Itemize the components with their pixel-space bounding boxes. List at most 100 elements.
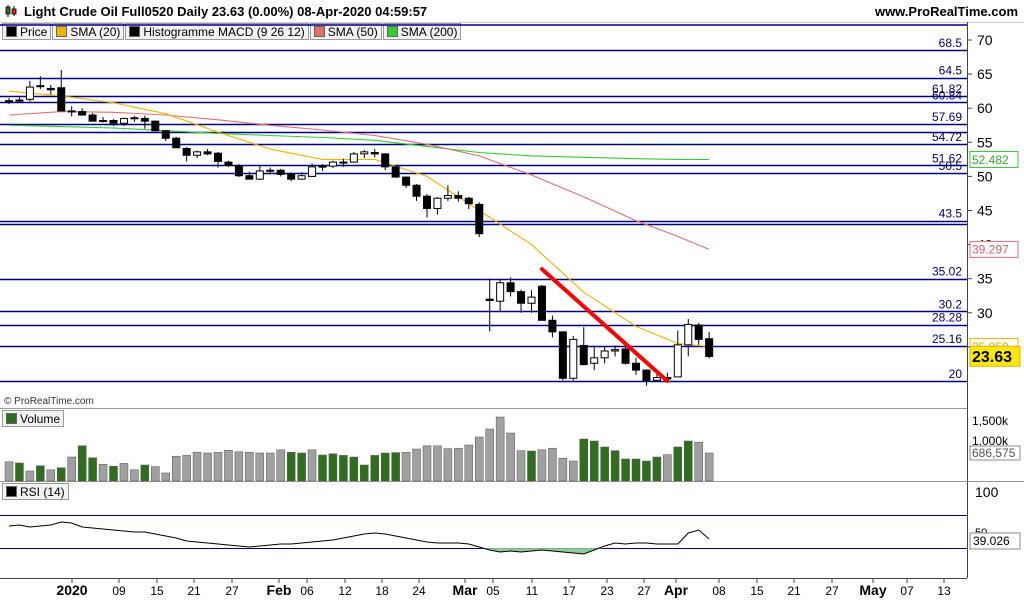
sma200-value-box <box>969 150 1019 168</box>
candle-body <box>161 130 170 139</box>
level-label: 20 <box>949 367 963 381</box>
candle-body <box>287 173 296 180</box>
candle-body <box>694 324 703 340</box>
candle-body <box>182 147 191 156</box>
volume-bar <box>109 465 118 482</box>
candle-body <box>266 169 275 172</box>
volume-bar <box>475 436 484 482</box>
legend-label: Price <box>20 24 48 39</box>
candle-body <box>569 338 578 379</box>
candle-body <box>276 169 285 175</box>
candle-body <box>224 161 233 166</box>
volume-bar <box>349 456 359 482</box>
candle-body <box>381 153 390 168</box>
sma200-value: 52.482 <box>972 153 1009 167</box>
rsi-line <box>8 521 710 555</box>
site-link[interactable]: www.ProRealTime.com <box>874 4 1018 19</box>
red-trendline <box>539 267 670 383</box>
volume-bar <box>495 416 505 482</box>
trendline[interactable] <box>539 267 670 383</box>
volume-bar <box>171 455 181 482</box>
volume-bar <box>328 453 338 482</box>
rsi-swatch-icon <box>6 486 17 497</box>
legend-item-sma50[interactable]: SMA (50) <box>309 23 382 40</box>
level-label: 35.02 <box>932 265 962 279</box>
sma50-line <box>8 111 710 250</box>
sma-lines <box>8 90 710 348</box>
volume-bar <box>15 462 24 482</box>
volume-bar <box>370 455 379 482</box>
volume-bar <box>276 449 285 482</box>
volume-panel-label[interactable]: Volume <box>2 410 65 427</box>
time-tick-label: 08 <box>712 584 726 598</box>
candle-body <box>78 111 87 116</box>
candle-body <box>308 166 317 177</box>
candle-body <box>611 349 620 352</box>
volume-bar <box>422 445 432 482</box>
rsi-tick-label: 100 <box>975 484 999 500</box>
level-label: 25.16 <box>932 332 962 346</box>
time-tick-label: 12 <box>338 584 352 598</box>
level-label: 57.69 <box>932 110 962 124</box>
legend-label: SMA (20) <box>70 24 121 39</box>
legend-item-macd[interactable]: Histogramme MACD (9 26 12) <box>125 23 309 40</box>
price-axis: 2530354045505560657052.48239.29725.05023… <box>967 22 1021 578</box>
time-tick-label: Mar <box>453 582 478 598</box>
volume-bar <box>464 444 474 482</box>
volume-bar <box>192 451 202 482</box>
candle-body <box>600 350 609 359</box>
volume-bar <box>673 446 683 482</box>
candle-body <box>537 285 546 321</box>
volume-bar <box>600 446 609 482</box>
volume-bar <box>203 452 212 482</box>
volume-bar <box>339 455 348 482</box>
candle-body <box>234 164 243 177</box>
volume-bar <box>297 452 306 482</box>
price-tick-label: 65 <box>977 66 993 82</box>
legend-item-price[interactable]: Price <box>2 23 52 40</box>
volume-bar <box>391 452 400 482</box>
volume-bar <box>506 432 515 482</box>
volume-bar <box>548 447 557 482</box>
legend-item-sma200[interactable]: SMA (200) <box>382 23 462 40</box>
price-tick-label: 45 <box>977 203 993 219</box>
macd-swatch-icon <box>129 26 141 37</box>
candle-body <box>36 85 45 88</box>
volume-bar <box>119 463 129 482</box>
candle-body <box>423 195 431 209</box>
candles <box>5 70 714 386</box>
candle-body <box>527 296 536 304</box>
sma200-line <box>8 124 710 161</box>
candle-body <box>454 194 463 199</box>
rsi-panel-label[interactable]: RSI (14) <box>2 483 69 500</box>
indicator-legend: Price SMA (20) Histogramme MACD (9 26 12… <box>2 23 462 40</box>
volume-bar <box>684 440 693 482</box>
sma50-swatch-icon <box>313 26 325 37</box>
price-tick-label: 35 <box>977 271 993 287</box>
volume-bar <box>401 451 411 482</box>
last-price-value-box <box>969 345 1021 367</box>
time-tick-label: 06 <box>300 584 314 598</box>
candle-body <box>130 117 139 120</box>
candle-body <box>203 151 212 155</box>
legend-item-sma20[interactable]: SMA (20) <box>52 23 125 40</box>
candle-body <box>255 170 264 180</box>
volume-bar <box>380 452 390 482</box>
candle-body <box>151 120 160 132</box>
candle-body <box>548 319 557 333</box>
volume-bar <box>67 456 76 482</box>
candle-body <box>590 357 599 364</box>
time-tick-label: 21 <box>787 584 801 598</box>
chart-title: Light Crude Oil Full0520 Daily 23.63 (0.… <box>24 4 428 19</box>
candle-body <box>475 203 484 235</box>
volume-bar <box>579 438 588 482</box>
candle-body <box>360 151 369 155</box>
price-tick-label: 55 <box>977 134 993 150</box>
volume-label: Volume <box>20 411 61 426</box>
time-tick-label: 15 <box>150 584 164 598</box>
candle-body <box>88 114 97 122</box>
candle-body <box>642 369 651 381</box>
legend-label: Histogramme MACD (9 26 12) <box>143 24 305 39</box>
level-label: 54.72 <box>932 130 962 144</box>
